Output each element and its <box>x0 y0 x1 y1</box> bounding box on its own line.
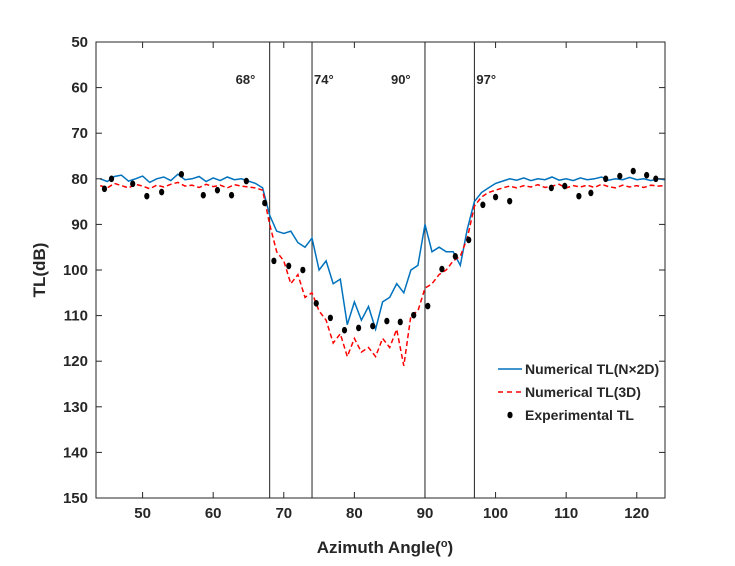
experimental-point-35 <box>630 167 636 175</box>
experimental-point-22 <box>425 302 431 310</box>
experimental-point-7 <box>214 186 221 194</box>
experimental-point-6 <box>200 191 206 199</box>
legend-label-1: Numerical TL(3D) <box>525 384 641 400</box>
marker-label-68: 68° <box>236 72 256 87</box>
y-tick-label-130: 130 <box>63 399 88 416</box>
experimental-point-15 <box>327 314 333 322</box>
y-axis-label: TL(dB) <box>30 243 49 298</box>
experimental-point-5 <box>178 170 185 178</box>
legend-label-0: Numerical TL(N×2D) <box>525 361 659 377</box>
experimental-point-28 <box>507 197 513 205</box>
experimental-point-31 <box>576 192 582 200</box>
experimental-point-27 <box>492 193 499 201</box>
x-tick-label-50: 50 <box>134 505 151 522</box>
x-tick-label-70: 70 <box>275 505 292 522</box>
x-tick-label-120: 120 <box>624 505 649 522</box>
experimental-point-11 <box>271 257 277 265</box>
marker-label-97: 97° <box>476 72 496 87</box>
y-tick-label-50: 50 <box>71 34 88 51</box>
axes-box <box>95 41 666 499</box>
experimental-point-3 <box>144 192 150 200</box>
experimental-point-34 <box>617 172 623 180</box>
experimental-point-29 <box>548 184 554 192</box>
experimental-point-25 <box>466 236 472 244</box>
marker-label-90: 90° <box>391 72 411 87</box>
legend: Numerical TL(N×2D) Numerical TL(3D) Experi… <box>498 361 659 423</box>
y-tick-label-70: 70 <box>71 125 88 142</box>
experimental-point-8 <box>228 191 235 199</box>
x-tick-label-90: 90 <box>417 505 434 522</box>
y-tick-label-90: 90 <box>71 216 88 233</box>
experimental-point-21 <box>411 311 417 319</box>
y-tick-label-80: 80 <box>71 171 88 188</box>
x-axis-label: Azimuth Angle(o) <box>317 538 453 557</box>
experimental-point-36 <box>644 171 650 179</box>
y-tick-label-100: 100 <box>63 262 88 279</box>
experimental-point-12 <box>286 262 292 270</box>
experimental-point-4 <box>159 188 165 196</box>
x-tick-label-110: 110 <box>554 505 578 522</box>
experimental-point-19 <box>384 317 390 325</box>
x-tick-label-100: 100 <box>483 505 508 522</box>
experimental-point-32 <box>588 189 594 197</box>
y-tick-label-150: 150 <box>63 490 88 507</box>
series-line-1 <box>99 181 665 366</box>
experimental-point-2 <box>130 180 136 188</box>
experimental-point-14 <box>313 299 319 307</box>
marker-label-74: 74° <box>314 72 334 87</box>
experimental-point-17 <box>356 324 362 332</box>
experimental-point-16 <box>341 326 348 334</box>
experimental-point-26 <box>480 201 486 209</box>
experimental-point-23 <box>439 265 445 273</box>
legend-marker-2 <box>507 411 513 419</box>
x-tick-label-80: 80 <box>346 505 363 522</box>
experimental-point-10 <box>262 199 268 207</box>
experimental-point-18 <box>370 322 376 330</box>
plot-area: 68° 74° 90° 97° 50 60 70 80 90 100 110 120 50 60 70 80 9… <box>63 34 666 522</box>
x-tick-label-60: 60 <box>205 505 222 522</box>
y-tick-label-140: 140 <box>63 444 88 461</box>
y-tick-label-60: 60 <box>71 80 88 97</box>
legend-label-2: Experimental TL <box>525 407 634 423</box>
experimental-point-30 <box>562 182 568 190</box>
experimental-point-13 <box>300 266 306 274</box>
experimental-point-20 <box>397 318 403 326</box>
experimental-point-33 <box>603 175 609 183</box>
experimental-point-24 <box>452 253 458 260</box>
y-tick-label-110: 110 <box>64 308 88 325</box>
experimental-point-0 <box>101 185 108 193</box>
y-tick-label-120: 120 <box>63 353 88 370</box>
experimental-point-9 <box>243 177 249 185</box>
series-line-0 <box>99 173 665 333</box>
experimental-point-37 <box>653 175 659 183</box>
experimental-point-1 <box>108 175 115 183</box>
